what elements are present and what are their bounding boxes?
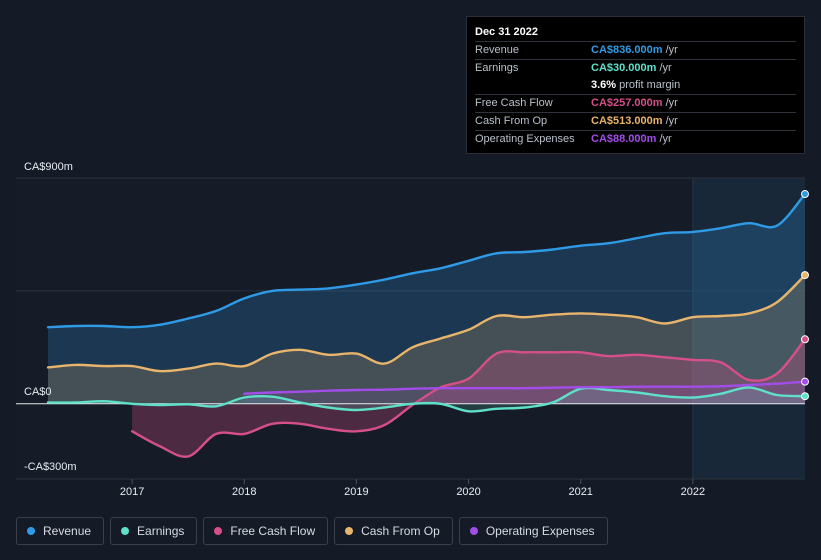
y-axis-labels: CA$900m CA$0 -CA$300m [24, 161, 77, 473]
tooltip-row-profit-margin: 3.6% profit margin [475, 77, 796, 94]
legend-dot-icon [345, 527, 354, 535]
y-tick-label: -CA$300m [24, 461, 77, 473]
legend-item-earnings[interactable]: Earnings [110, 517, 198, 545]
tooltip-label: Operating Expenses [475, 133, 575, 145]
tooltip-unit: profit margin [619, 79, 681, 91]
tooltip-label: Earnings [475, 62, 519, 74]
tooltip-label: Cash From Op [475, 115, 548, 127]
x-tick-label: 2020 [456, 486, 480, 498]
tooltip-unit: /yr [659, 133, 672, 145]
tooltip-row-free-cash-flow: Free Cash Flow CA$257.000m /yr [475, 94, 796, 112]
line-cfo [46, 273, 807, 373]
tooltip-label: Revenue [475, 44, 520, 56]
tooltip-label [475, 77, 591, 94]
end-point-cfo [801, 271, 809, 280]
series-lines [46, 192, 807, 458]
end-point-fcf [801, 335, 809, 344]
legend-label: Operating Expenses [485, 524, 595, 538]
legend-label: Earnings [137, 524, 185, 538]
legend-item-operating-expenses[interactable]: Operating Expenses [458, 517, 608, 545]
area-fcf [132, 339, 806, 457]
tooltip-unit: /yr [665, 115, 678, 127]
tooltip-value: CA$836.000m [591, 44, 663, 56]
end-point-opex [801, 377, 809, 386]
legend-label: Cash From Op [361, 524, 440, 538]
tooltip-row-earnings: Earnings CA$30.000m /yr [475, 59, 796, 77]
forecast-highlight-band [692, 178, 805, 479]
y-tick-label: CA$0 [24, 386, 52, 398]
line-earnings [46, 386, 807, 413]
tooltip-unit: /yr [665, 44, 678, 56]
tooltip-date: Dec 31 2022 [475, 26, 538, 38]
area-revenue [48, 194, 805, 404]
tooltip-row-operating-expenses: Operating Expenses CA$88.000m /yr [475, 130, 796, 148]
y-tick-label: CA$900m [24, 161, 73, 173]
line-opex [243, 380, 807, 395]
area-cfo [48, 275, 805, 404]
gridlines [16, 177, 805, 480]
legend-label: Free Cash Flow [230, 524, 316, 538]
tooltip-value: CA$513.000m [591, 115, 663, 127]
legend-item-cash-from-op[interactable]: Cash From Op [334, 517, 453, 545]
legend-dot-icon [214, 527, 223, 535]
series-end-markers [801, 190, 809, 401]
line-revenue [46, 192, 807, 329]
legend-label: Revenue [43, 524, 92, 538]
legend-dot-icon [121, 527, 130, 535]
tooltip-value: CA$88.000m [591, 133, 657, 145]
tooltip-value: 3.6% [591, 79, 617, 91]
tooltip-row-cash-from-op: Cash From Op CA$513.000m /yr [475, 112, 796, 130]
legend-dot-icon [469, 527, 478, 535]
data-tooltip: Dec 31 2022 Revenue CA$836.000m /yr Earn… [466, 16, 805, 154]
line-fcf [130, 338, 807, 458]
tooltip-unit: /yr [665, 97, 678, 109]
legend-item-revenue[interactable]: Revenue [16, 517, 105, 545]
tooltip-label: Free Cash Flow [475, 97, 553, 109]
end-point-earnings [801, 392, 809, 401]
plot-area [16, 178, 805, 479]
legend: Revenue Earnings Free Cash Flow Cash Fro… [16, 517, 608, 545]
legend-dot-icon [27, 527, 35, 535]
end-point-revenue [801, 190, 809, 199]
x-tick-label: 2021 [568, 486, 592, 498]
tooltip-value: CA$30.000m [591, 62, 657, 74]
x-tick-label: 2019 [344, 486, 368, 498]
x-axis-labels: 2017 2018 2019 2020 2021 2022 [120, 479, 705, 498]
plot-background [16, 178, 805, 479]
tooltip-unit: /yr [659, 62, 672, 74]
x-tick-label: 2017 [120, 486, 144, 498]
area-earnings [48, 387, 805, 412]
tooltip-value: CA$257.000m [591, 97, 663, 109]
legend-item-free-cash-flow[interactable]: Free Cash Flow [203, 517, 329, 545]
tooltip-row-revenue: Revenue CA$836.000m /yr [475, 41, 796, 59]
x-tick-label: 2022 [681, 486, 705, 498]
x-tick-label: 2018 [232, 486, 256, 498]
